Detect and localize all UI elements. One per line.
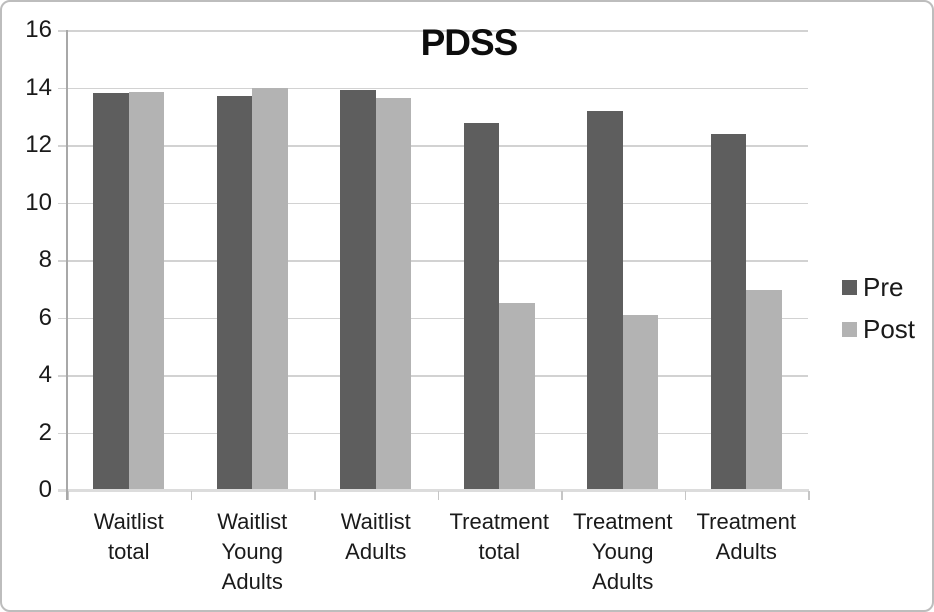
bar-pre-treatment-young-adults bbox=[587, 110, 623, 490]
y-axis-line bbox=[66, 30, 68, 500]
y-tick-label-0: 0 bbox=[38, 476, 52, 503]
legend-item-post: Post bbox=[842, 313, 916, 344]
x-category-label-treatment-young-adults: Treatment Young Adults bbox=[573, 509, 673, 594]
x-tick-mark-5 bbox=[684, 491, 686, 500]
x-category-label-waitlist-adults: Waitlist Adults bbox=[340, 509, 411, 564]
x-tick-mark-4 bbox=[561, 491, 563, 500]
y-tick-label-16: 16 bbox=[25, 16, 52, 43]
x-axis-line bbox=[58, 489, 809, 492]
bar-pre-waitlist-adults bbox=[340, 90, 376, 490]
x-category-label-waitlist-total: Waitlist total bbox=[93, 509, 164, 564]
legend-label-pre: Pre bbox=[863, 271, 904, 302]
gridline-2 bbox=[58, 432, 808, 434]
y-tick-label-4: 4 bbox=[38, 361, 52, 388]
y-tick-label-8: 8 bbox=[38, 246, 52, 273]
bar-post-waitlist-total bbox=[128, 91, 165, 490]
y-tick-label-2: 2 bbox=[38, 418, 52, 446]
x-tick-mark-3 bbox=[437, 491, 439, 500]
bar-post-treatment-young-adults bbox=[622, 314, 659, 490]
x-category-label-treatment-adults: Treatment Adults bbox=[696, 509, 796, 564]
x-tick-mark-6 bbox=[808, 491, 810, 500]
y-tick-label-10: 10 bbox=[25, 188, 52, 216]
plot-area bbox=[58, 30, 808, 490]
bar-pre-treatment-total bbox=[463, 123, 500, 490]
bar-post-treatment-total bbox=[499, 303, 535, 490]
y-tick-label-12: 12 bbox=[25, 131, 52, 158]
gridline-14 bbox=[58, 87, 808, 89]
gridline-6 bbox=[58, 317, 808, 319]
legend-item-pre: Pre bbox=[842, 271, 915, 302]
x-tick-mark-1 bbox=[190, 491, 192, 500]
legend-label-post: Post bbox=[863, 313, 916, 344]
bar-post-treatment-adults bbox=[746, 290, 782, 490]
legend-swatch-pre bbox=[842, 279, 857, 295]
bar-post-waitlist-young-adults bbox=[252, 87, 288, 490]
bar-pre-waitlist-young-adults bbox=[216, 96, 253, 490]
legend: Pre Post bbox=[842, 271, 916, 357]
legend-swatch-post bbox=[842, 321, 857, 337]
bar-pre-treatment-adults bbox=[710, 133, 747, 490]
gridline-8 bbox=[58, 260, 808, 262]
x-category-label-waitlist-young-adults: Waitlist Young Adults bbox=[217, 509, 288, 594]
bar-post-waitlist-adults bbox=[375, 97, 412, 490]
gridline-10 bbox=[58, 202, 808, 204]
gridline-4 bbox=[58, 375, 808, 377]
x-category-label-treatment-total: Treatment total bbox=[449, 509, 549, 564]
gridline-12 bbox=[58, 145, 808, 147]
gridline-16 bbox=[58, 30, 808, 32]
y-tick-label-14: 14 bbox=[25, 73, 52, 101]
chart-title: PDSS bbox=[420, 22, 519, 63]
x-tick-mark-2 bbox=[314, 491, 316, 500]
y-tick-label-6: 6 bbox=[38, 303, 52, 331]
bar-pre-waitlist-total bbox=[93, 93, 129, 490]
